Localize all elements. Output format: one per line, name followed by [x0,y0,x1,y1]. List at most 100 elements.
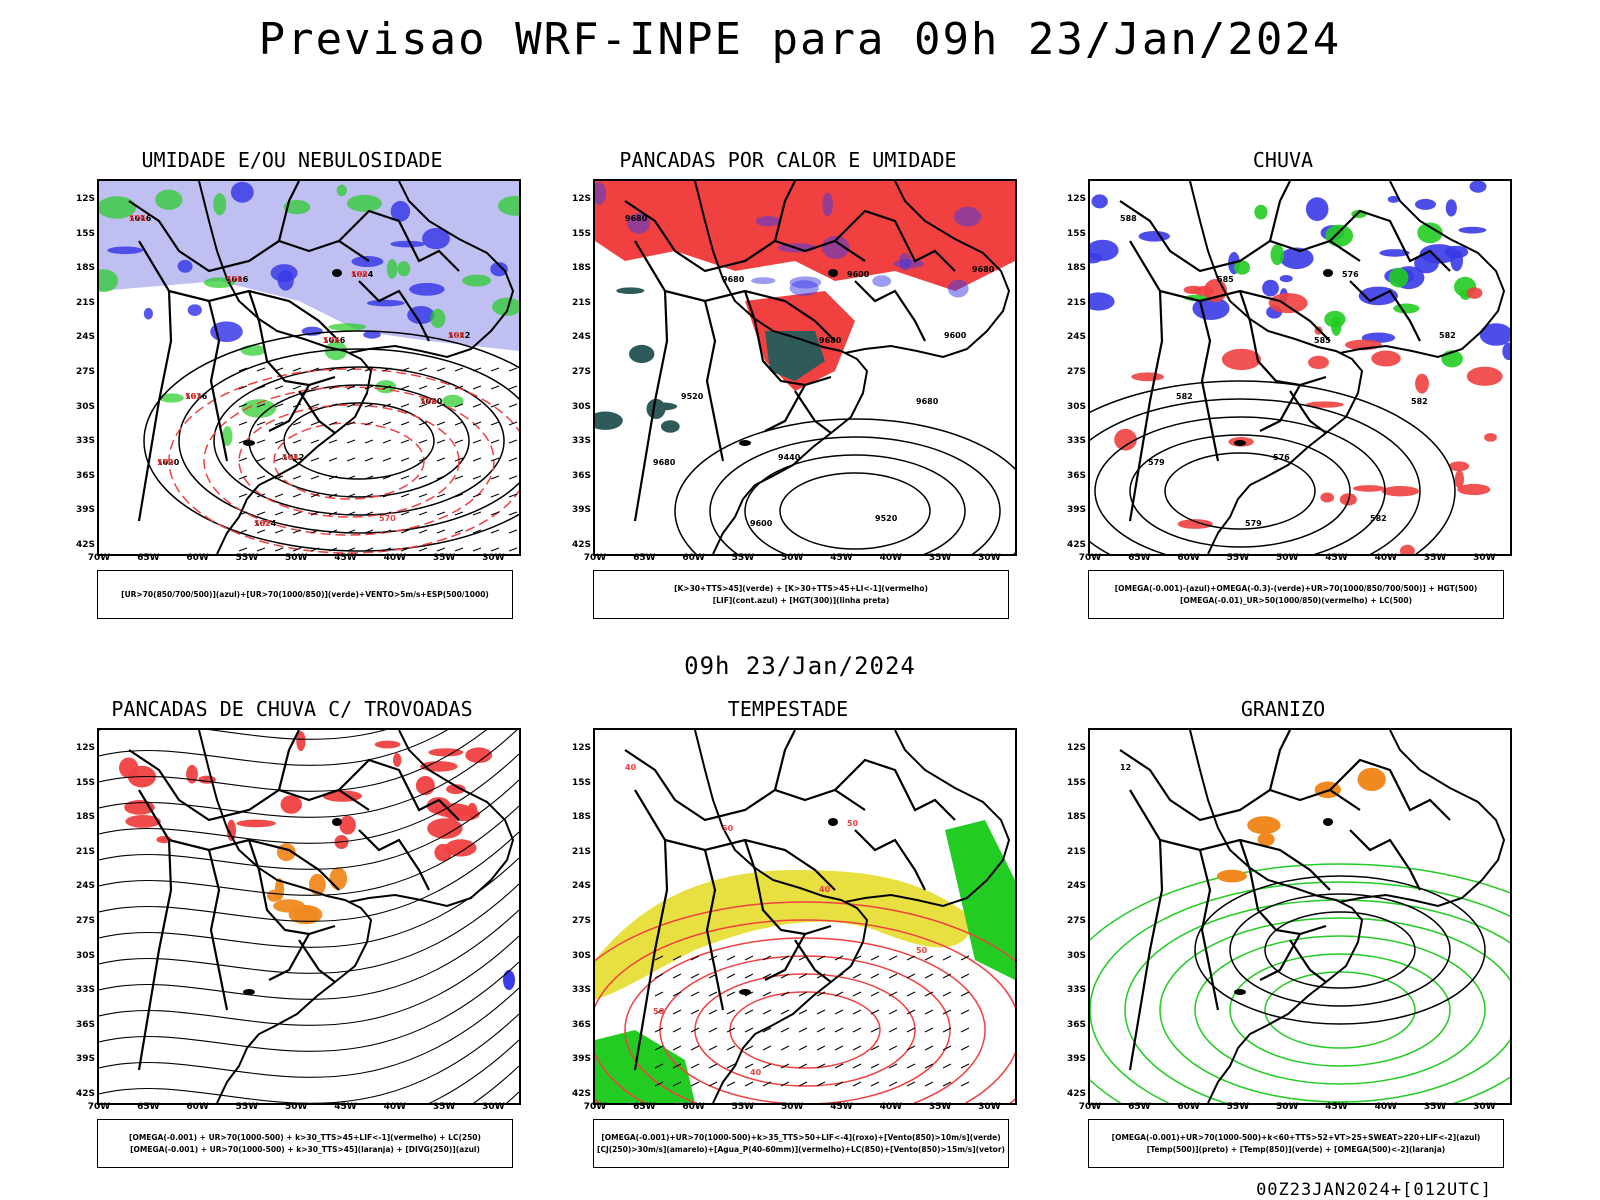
lon-tick-label: 70W [87,1102,111,1112]
wind-vector [346,529,356,534]
wind-vector [400,511,410,516]
wind-vector [726,1063,736,1069]
wind-vector [508,493,518,498]
omega-red-area [1305,401,1344,408]
wind-vector [274,475,284,480]
state-border [207,849,229,1011]
omega-red-area [1352,485,1385,492]
wind-vector [870,973,880,979]
omega-red-area [1268,293,1308,314]
latitude-axis: 12S 15S 18S 21S 24S 27S 30S 33S 36S 39S 42S [568,179,593,554]
state-border [773,181,796,242]
low-level-humidity [386,259,398,279]
legend-line-2: [OMEGA(-0.001) + UR>70(1000-500) + k>30_… [130,1144,480,1154]
panel-trovoadas: PANCADAS DE CHUVA C/ TROVOADAS 12S 15S 18S… [72,697,521,1177]
wind-vector [816,1045,826,1051]
wind-vector [400,547,410,552]
lat-tick-label: 18S [571,812,591,823]
hgt500-label: 585 [1217,275,1234,284]
temp500-contour [1264,911,1416,989]
wind-vector [310,511,320,516]
omega-red-area [1454,470,1464,489]
low-level-humidity [442,394,464,408]
state-border [794,390,832,434]
lon-tick-label: 65W [1128,1102,1151,1112]
wind-vector [310,403,320,408]
legend-chuva: [OMEGA(-0.001)-(azul)+OMEGA(-0.3)-(verde… [1088,570,1504,619]
thunderstorm-area [415,776,435,796]
state-border [1119,200,1361,273]
wind-vector [400,493,410,498]
wind-vector [906,991,916,997]
low-level-humidity [397,261,411,277]
low-level-humidity [222,426,233,446]
map-canvas: 588 585 585 582 579 579 576 582 582 576 582 [1090,181,1510,554]
panel-title: CHUVA [1252,148,1314,172]
wind-vector [364,529,374,534]
wind-vector [418,529,428,534]
hgt500-label: 576 [1273,453,1290,462]
lon-tick-label: 65W [1128,553,1151,563]
wind-vector [238,547,248,552]
wind-vector [292,493,302,498]
wind-vector [816,991,826,997]
omega-blue-area [1387,195,1400,203]
longitude-axis: 70W 65W 60W 55W 50W 45W 40W 35W 30W [1079,553,1512,565]
wind-vector [490,421,500,426]
lat-tick-label: 24S [571,881,591,892]
precipitable-water-contour [694,973,916,1087]
state-border [1259,933,1301,981]
state-border [703,300,725,462]
thickness-label: 576 [129,214,146,223]
lon-tick-label: 30W [978,553,1001,563]
wind-vector [852,1081,862,1087]
thunderstorm-area [427,818,463,839]
mid-level-humidity [177,259,193,273]
legend-line-2: [CJ(250)>30m/s](amarelo)+[Agua_P(40-60mm… [597,1144,1005,1154]
wind-vector [690,955,700,961]
lat-tick-label: 30S [75,401,95,412]
wind-vector [400,529,410,534]
wind-vector [690,991,700,997]
wind-vector [310,493,320,498]
lon-tick-label: 50W [284,553,308,563]
omega-blue-area [1502,342,1510,360]
lat-tick-label: 33S [1066,985,1086,996]
wind-vector [382,403,392,408]
wind-vector [238,439,248,444]
wind-vector [942,1009,952,1015]
wind-vector [418,493,428,498]
low-level-humidity [346,194,382,212]
streamline [472,1065,519,1103]
temp850-contour [1090,881,1510,1103]
lat-tick-label: 18S [1066,263,1086,274]
lat-tick-label: 33S [1066,436,1086,447]
lon-tick-label: 40W [1374,553,1398,563]
lon-tick-label: 35W [432,1102,456,1112]
legend-line-1: [OMEGA(-0.001)-(azul)+OMEGA(-0.3)-(verde… [1114,583,1478,593]
latitude-axis: 12S 15S 18S 21S 24S 27S 30S 33S 36S 39S 42S [72,179,97,554]
lat-tick-label: 15S [571,228,591,239]
wind-vector [292,511,302,516]
thickness-contour [168,368,519,554]
lat-tick-label: 21S [75,297,95,308]
wind-vector [870,1045,880,1051]
wind-vector [418,457,428,462]
wind-vector [852,973,862,979]
map-umidade: 1016 1016 1016 1020 1020 1024 1024 1012 1016 1012… [97,179,521,556]
run-time-footer: 00Z23JAN2024+[012UTC] [1256,1180,1492,1200]
wind-vector [274,457,284,462]
wind-vector [888,1009,898,1015]
temp-label: 12 [1120,763,1131,772]
state-border [633,789,669,1071]
wind-vector [364,457,374,462]
longitude-axis: 70W 65W 60W 55W 50W 45W 40W 35W 30W [584,1102,1017,1114]
panel-title: PANCADAS POR CALOR E UMIDADE [619,148,957,172]
wind-vector [726,1045,736,1051]
heat-humidity-area [646,398,666,419]
wind-vector [472,493,482,498]
wind-vector [690,1063,700,1069]
wind-vector [744,1009,754,1015]
wind-vector [256,403,266,408]
wind-vector [672,1027,682,1033]
